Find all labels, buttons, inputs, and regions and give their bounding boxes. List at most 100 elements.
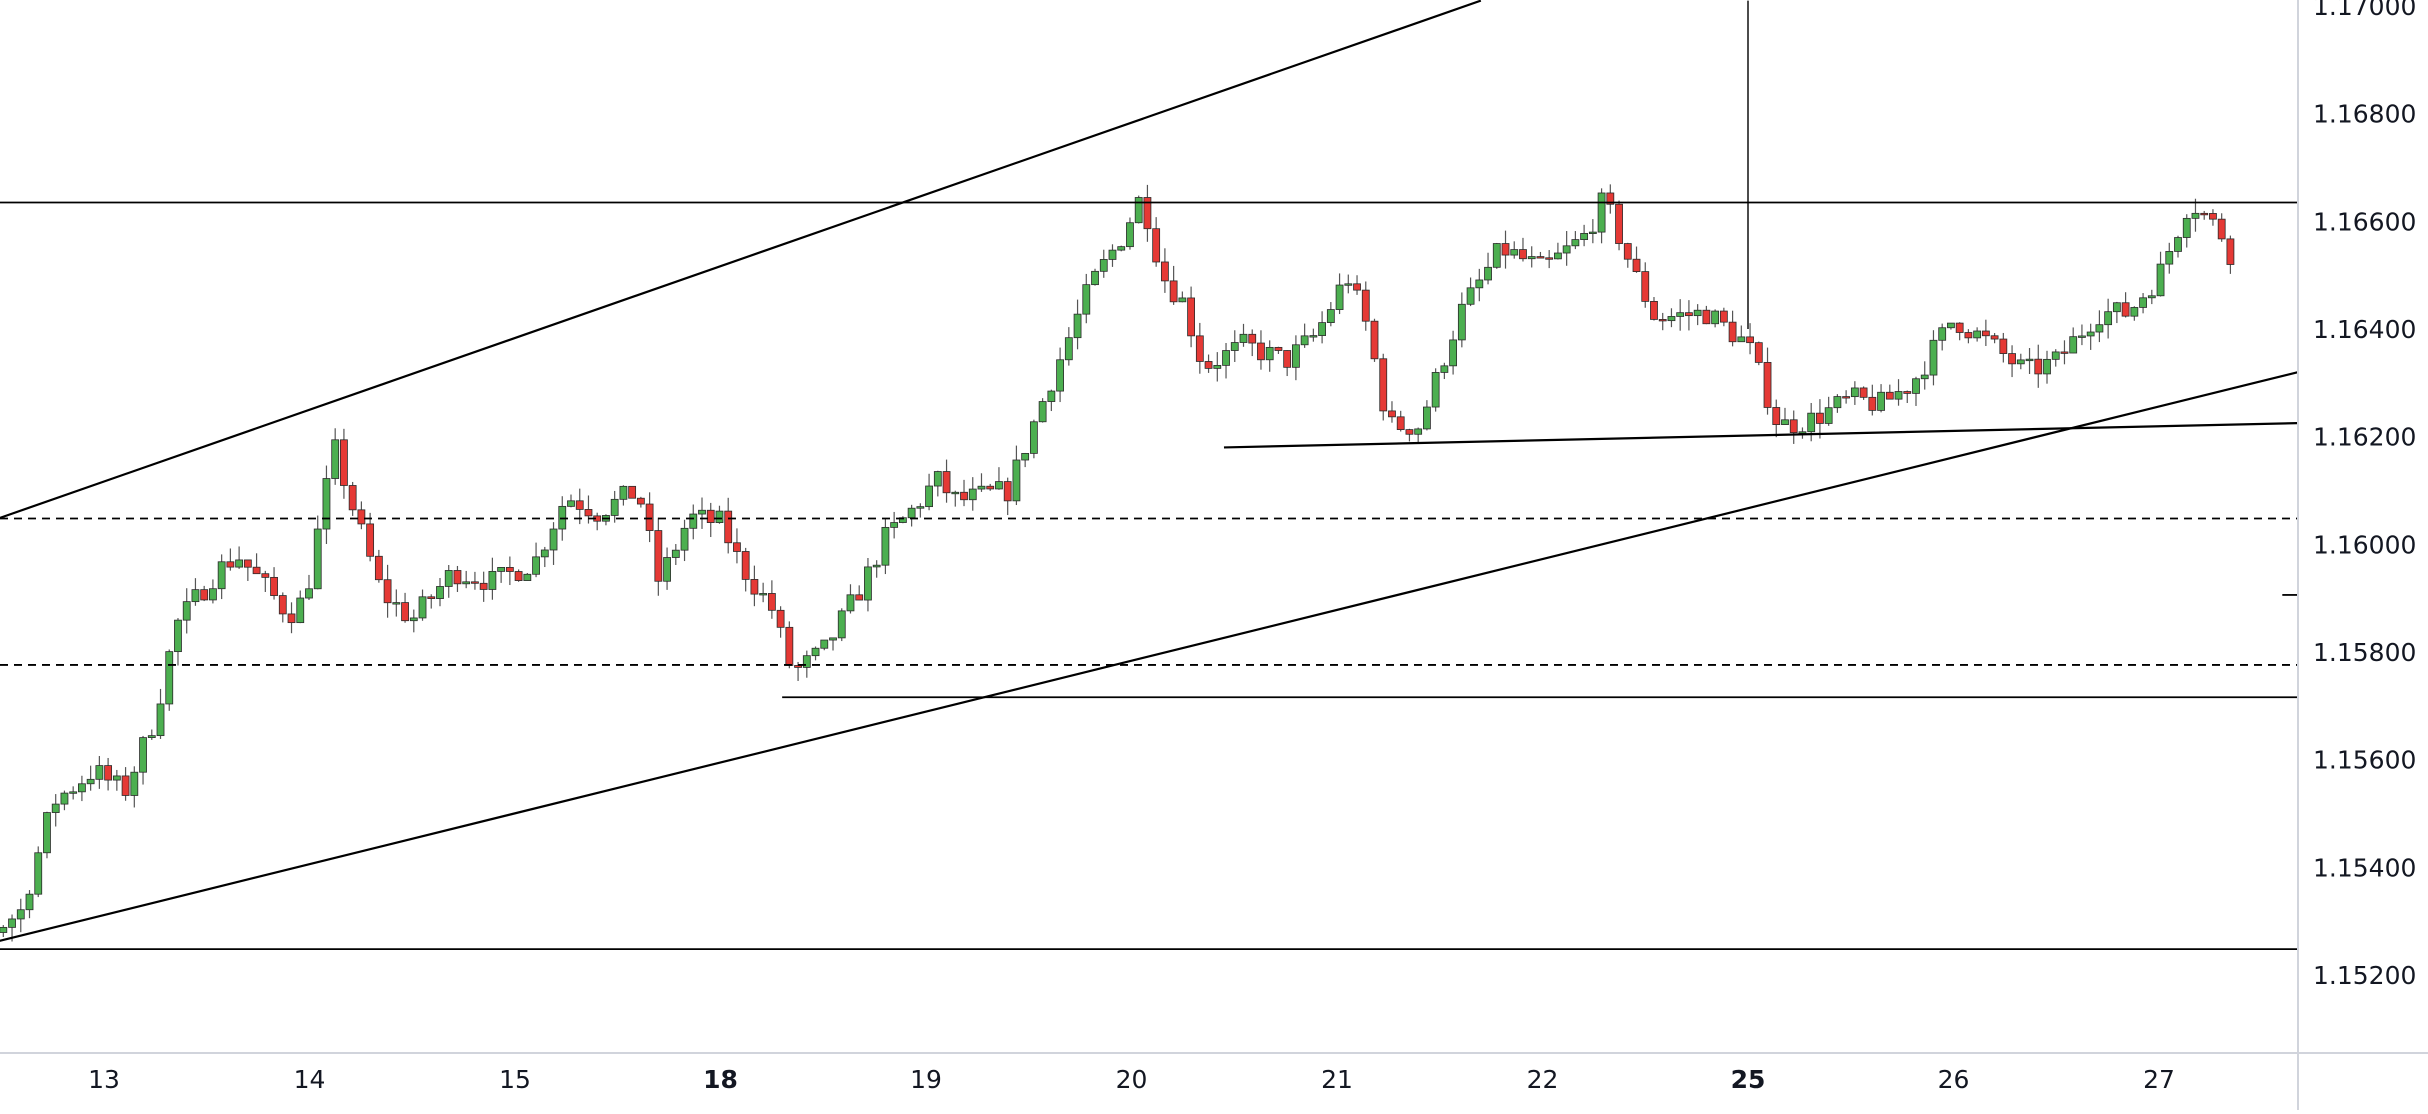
candle-body (1580, 232, 1589, 240)
candle (1763, 347, 1772, 415)
candle-body (1484, 266, 1492, 281)
candle (1519, 237, 1527, 262)
candle-body (2095, 324, 2104, 333)
candle-body (1134, 197, 1143, 224)
candle (1169, 265, 1178, 305)
candle (1920, 361, 1929, 390)
candle (1912, 376, 1920, 406)
candle (1833, 394, 1842, 413)
candle-body (1501, 243, 1510, 256)
candle-body (890, 522, 899, 528)
candle-body (1650, 300, 1658, 320)
price-tick-label: 1.15600 (2313, 746, 2416, 775)
candle (121, 767, 130, 801)
candle (872, 560, 881, 578)
time-tick-label: 27 (2143, 1065, 2175, 1094)
candle (1466, 277, 1475, 307)
candle-body (16, 909, 25, 920)
candle (1047, 389, 1056, 412)
candle (1056, 347, 1064, 403)
candle (1396, 410, 1405, 432)
candle (995, 467, 1003, 490)
candle (1859, 386, 1868, 400)
candle (2147, 289, 2156, 305)
candle-body (1370, 320, 1379, 360)
candle (671, 544, 680, 565)
candle (1292, 335, 1300, 381)
candle (331, 428, 340, 485)
candle (86, 765, 95, 791)
candle-body (706, 509, 715, 523)
candle-body (174, 619, 182, 653)
candle-body (1056, 359, 1064, 392)
candle (698, 497, 706, 529)
candle-body (1152, 228, 1161, 263)
candle-body (2139, 297, 2147, 308)
candle-body (881, 526, 890, 566)
candle (593, 512, 602, 531)
candle-body (1335, 284, 1344, 310)
time-tick-label: 14 (294, 1065, 326, 1094)
candle (1300, 323, 1309, 348)
candle (2209, 209, 2217, 226)
candle-body (1571, 239, 1580, 247)
candle (846, 584, 855, 614)
candle (933, 470, 942, 497)
candle (78, 775, 86, 802)
candle (951, 490, 960, 507)
candle-body (1850, 387, 1859, 398)
candle (1728, 310, 1737, 347)
trend-line (1223, 419, 2428, 449)
candle-body (1781, 419, 1789, 425)
candle-body (340, 439, 348, 486)
candle (1195, 322, 1204, 374)
candle (2069, 327, 2078, 354)
time-tick-label: 26 (1938, 1065, 1970, 1094)
candle (479, 571, 488, 602)
candle-body (1257, 342, 1265, 361)
candle-body (1554, 252, 1562, 260)
candle-body (2034, 358, 2043, 375)
candle (925, 473, 933, 511)
time-tick-label: 18 (703, 1065, 738, 1094)
candle-body (261, 573, 270, 578)
candle (1850, 381, 1859, 405)
candle (1781, 407, 1789, 425)
candle (1580, 224, 1589, 247)
candle (252, 553, 261, 575)
candle-body (1990, 335, 1999, 340)
candle (706, 502, 715, 538)
candle-body (383, 579, 392, 604)
candle (898, 516, 907, 524)
candle-body (942, 471, 951, 494)
candle (261, 570, 270, 592)
candle (2034, 344, 2043, 388)
candle-body (444, 570, 453, 587)
candle (165, 649, 174, 711)
candle-body (933, 471, 942, 487)
candle-body (1693, 309, 1702, 317)
candle-body (1126, 222, 1134, 248)
candle-body (1431, 372, 1440, 408)
candle (968, 477, 977, 511)
candle-body (1073, 313, 1082, 339)
candle (1842, 390, 1851, 404)
candle (60, 790, 69, 811)
candle (1379, 353, 1388, 421)
candle (444, 565, 453, 598)
candle (409, 609, 418, 633)
time-tick-label: 21 (1321, 1065, 1353, 1094)
candle-body (305, 588, 313, 599)
candle (1510, 241, 1519, 259)
candle (1239, 323, 1248, 347)
candle (200, 585, 209, 602)
candle-body (191, 589, 200, 603)
candle (270, 567, 278, 600)
candle (112, 769, 121, 791)
candle (2182, 214, 2191, 248)
candle-body (296, 597, 305, 624)
candle (1693, 304, 1702, 326)
